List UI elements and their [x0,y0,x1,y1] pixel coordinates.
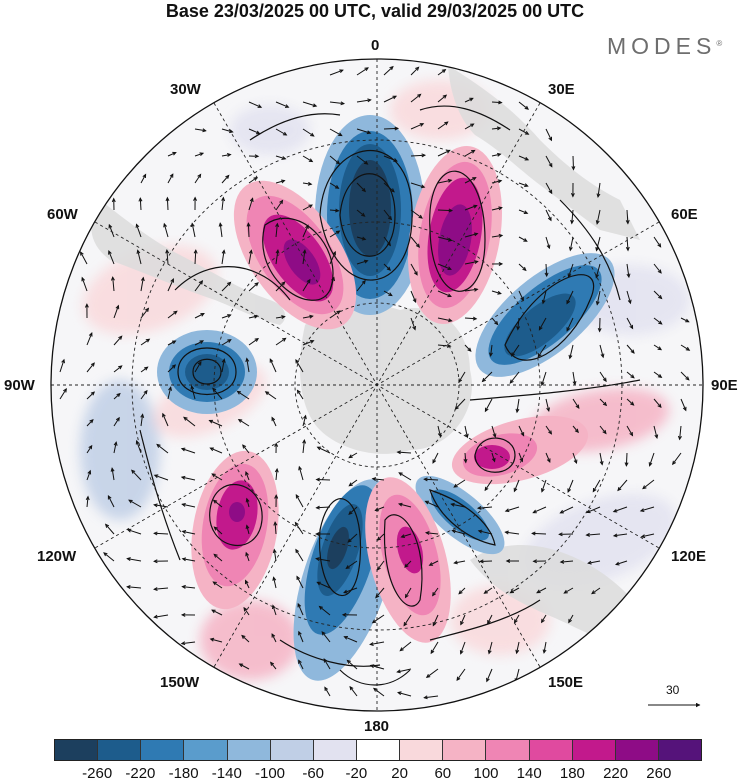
colorbar-swatch [486,740,529,760]
colorbar-swatch [314,740,357,760]
colorbar-tick-label: 60 [434,766,451,782]
lon-label-30w: 30W [170,82,201,98]
colorbar-ticks: -260 -220 -180 -140 -100 -60 -20 20 60 100 140 180 2… [0,766,750,784]
colorbar-tick-label: -260 [82,766,112,782]
lon-label-180: 180 [364,719,389,735]
colorbar-swatch [616,740,659,760]
lon-label-90e: 90E [711,378,738,394]
lon-label-0: 0 [371,38,379,54]
polar-map [0,0,750,735]
lon-label-120w: 120W [37,549,76,565]
colorbar-tick-label: 20 [391,766,408,782]
colorbar-tick-label: 260 [646,766,671,782]
wind-vector [317,480,330,481]
wind-vector [154,533,168,534]
colorbar-swatch [400,740,443,760]
lon-label-60w: 60W [47,207,78,223]
colorbar-tick-label: -180 [169,766,199,782]
colorbar-tick-label: -100 [255,766,285,782]
colorbar [54,739,702,761]
colorbar-swatch [530,740,573,760]
colorbar-swatch [228,740,271,760]
colorbar-swatch [141,740,184,760]
colorbar-tick-label: -140 [212,766,242,782]
colorbar-tick-label: 100 [473,766,498,782]
colorbar-swatch [357,740,400,760]
colorbar-tick-label: 220 [603,766,628,782]
colorbar-tick-label: -220 [125,766,155,782]
lon-label-150w: 150W [160,675,199,691]
reference-vector-label: 30 [666,683,679,697]
colorbar-swatch [659,740,701,760]
wind-vector [532,533,546,534]
map-disc [51,59,703,711]
wind-vector [438,210,452,211]
lon-label-90w: 90W [4,378,35,394]
colorbar-swatch [573,740,616,760]
colorbar-swatch [443,740,486,760]
lon-label-60e: 60E [671,207,698,223]
colorbar-tick-label: 140 [517,766,542,782]
wind-vector [573,156,574,170]
colorbar-swatch [98,740,141,760]
colorbar-tick-label: 180 [560,766,585,782]
lon-label-120e: 120E [671,549,706,565]
colorbar-swatch [55,740,98,760]
lon-label-150e: 150E [548,675,583,691]
wind-vector [248,223,249,237]
colorbar-swatch [184,740,227,760]
colorbar-tick-label: -20 [346,766,368,782]
colorbar-swatch [271,740,314,760]
colorbar-tick-label: -60 [302,766,324,782]
wind-vector [384,128,398,129]
lon-label-30e: 30E [548,82,575,98]
